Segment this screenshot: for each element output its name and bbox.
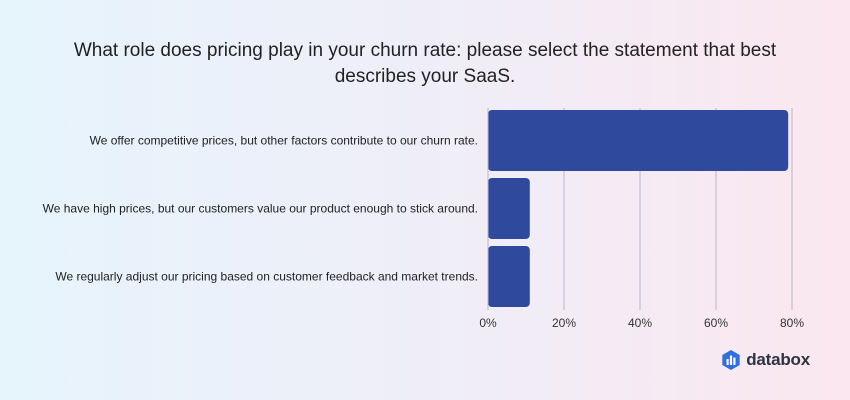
x-tick-label-80: 80% — [780, 316, 804, 330]
category-label-2: We have high prices, but our customers v… — [43, 202, 478, 216]
bar-3 — [488, 246, 530, 307]
bar-2 — [488, 178, 530, 239]
bar-1 — [488, 110, 789, 171]
x-tick-label-60: 60% — [704, 316, 728, 330]
category-label-3: We regularly adjust our pricing based on… — [55, 270, 478, 284]
category-label-1: We offer competitive prices, but other f… — [90, 134, 478, 148]
x-tick-label-20: 20% — [552, 316, 576, 330]
chart-title-line-1: What role does pricing play in your chur… — [73, 40, 777, 61]
databox-logo-icon — [722, 350, 740, 370]
databox-logo: databox — [722, 350, 810, 370]
chart-title-line-2: describes your SaaS. — [334, 66, 516, 87]
x-tick-label-0: 0% — [479, 316, 497, 330]
x-tick-label-40: 40% — [628, 316, 652, 330]
databox-logo-text: databox — [746, 350, 810, 369]
chart-title: What role does pricing play in your chur… — [0, 38, 850, 90]
